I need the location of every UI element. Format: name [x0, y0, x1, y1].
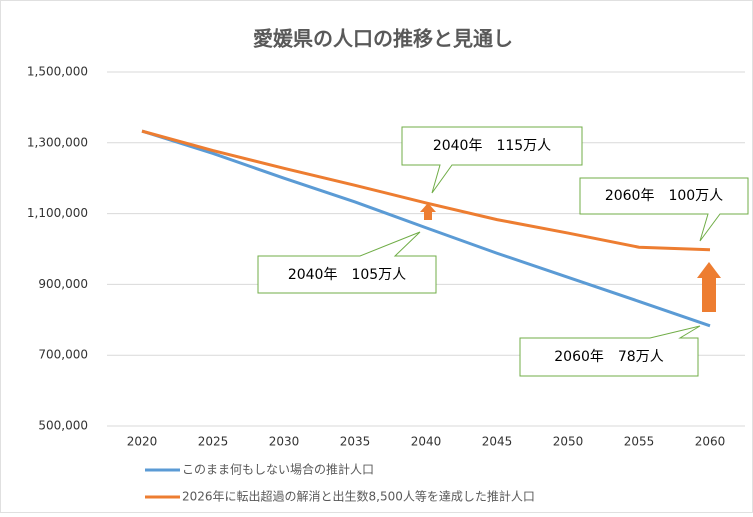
annotation: 2040年 105万人	[288, 267, 406, 283]
series-line	[141, 129, 711, 328]
annotation: 2060年 100万人	[605, 188, 723, 204]
x-tick-label: 2035	[340, 435, 371, 449]
callout	[257, 231, 437, 294]
x-tick-label: 2045	[482, 435, 513, 449]
callout	[401, 126, 583, 194]
callout	[519, 325, 701, 377]
y-tick-label: 1,500,000	[27, 65, 88, 79]
arrow	[697, 262, 721, 312]
x-tick-label: 2055	[624, 435, 655, 449]
x-tick-label: 2060	[695, 435, 726, 449]
annotation: 2060年 78万人	[554, 349, 663, 365]
x-tick-label: 2025	[198, 435, 229, 449]
x-tick-label: 2050	[553, 435, 584, 449]
y-tick-label: 700,000	[38, 348, 88, 362]
callout	[579, 177, 749, 242]
series-line	[141, 129, 711, 252]
legend-label: 2026年に転出超過の解消と出生数8,500人等を達成した推計人口	[182, 489, 535, 504]
x-tick-label: 2030	[269, 435, 300, 449]
y-tick-label: 500,000	[38, 419, 88, 433]
arrow	[420, 203, 436, 220]
y-tick-label: 1,100,000	[27, 206, 88, 220]
x-tick-label: 2020	[127, 435, 158, 449]
x-tick-label: 2040	[411, 435, 442, 449]
y-tick-label: 1,300,000	[27, 135, 88, 149]
chart-title: 愛媛県の人口の推移と見通し	[253, 27, 513, 51]
y-tick-label: 900,000	[38, 277, 88, 291]
annotation: 2040年 115万人	[433, 138, 551, 154]
legend-label: このまま何もしない場合の推計人口	[182, 462, 374, 477]
